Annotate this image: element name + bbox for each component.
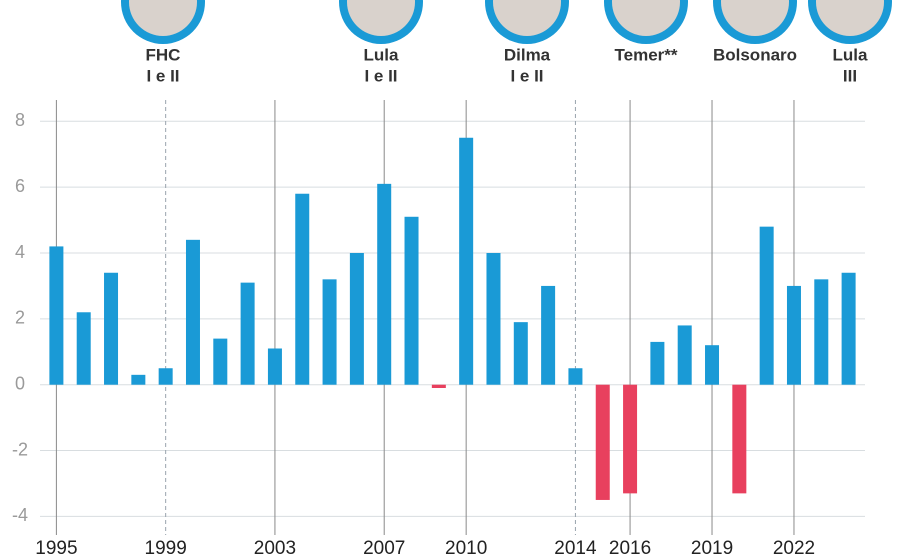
portrait-face [129, 0, 197, 36]
bar [541, 285, 556, 385]
y-tick-label: 6 [15, 176, 25, 196]
bar [486, 253, 501, 385]
y-tick-label: 4 [15, 242, 25, 262]
bar [267, 348, 282, 385]
bar [377, 183, 392, 385]
bar [76, 312, 91, 385]
x-tick-label: 2003 [254, 538, 296, 559]
x-tick-label: 2022 [773, 538, 815, 559]
bar [786, 285, 801, 385]
bar [431, 384, 446, 388]
bar [705, 345, 720, 385]
president-term: I e II [510, 66, 543, 85]
x-tick-label: 1995 [35, 538, 77, 559]
bar [240, 282, 255, 385]
president-name: Lula [833, 45, 868, 64]
y-tick-label: -4 [12, 505, 28, 525]
president-name: Temer** [615, 45, 678, 64]
bar [650, 341, 665, 385]
bar [185, 239, 200, 385]
president-name: Bolsonaro [713, 45, 797, 64]
bar [213, 338, 228, 385]
bar [568, 368, 583, 385]
y-tick-label: 2 [15, 308, 25, 328]
bar [104, 272, 119, 385]
bar [814, 279, 829, 385]
bar [131, 374, 146, 385]
x-tick-label: 2007 [363, 538, 405, 559]
president-name: Dilma [504, 45, 551, 64]
portrait-face [493, 0, 561, 36]
portrait-face [816, 0, 884, 36]
bar [677, 325, 692, 385]
president-name: Lula [364, 45, 399, 64]
president-term: I e II [146, 66, 179, 85]
bar [322, 279, 337, 385]
bar [459, 137, 474, 385]
x-tick-label: 2014 [554, 538, 597, 559]
bar [623, 384, 638, 494]
y-tick-label: -2 [12, 439, 28, 459]
x-tick-label: 2010 [445, 538, 487, 559]
portrait-face [347, 0, 415, 36]
portrait-face [612, 0, 680, 36]
bar [595, 384, 610, 500]
portrait-face [721, 0, 789, 36]
bar [759, 226, 774, 385]
bar [349, 253, 364, 385]
bar [49, 246, 64, 385]
bar [732, 384, 747, 494]
president-term: III [843, 66, 857, 85]
bar [158, 368, 173, 385]
president-name: FHC [146, 45, 181, 64]
bar [513, 322, 528, 385]
y-tick-label: 8 [15, 110, 25, 130]
x-tick-label: 1999 [145, 538, 187, 559]
x-tick-label: 2019 [691, 538, 733, 559]
bar [404, 216, 419, 385]
president-term: I e II [364, 66, 397, 85]
y-tick-label: 0 [15, 373, 25, 393]
x-tick-label: 2016 [609, 538, 651, 559]
bar [841, 272, 856, 385]
bar [295, 193, 310, 385]
